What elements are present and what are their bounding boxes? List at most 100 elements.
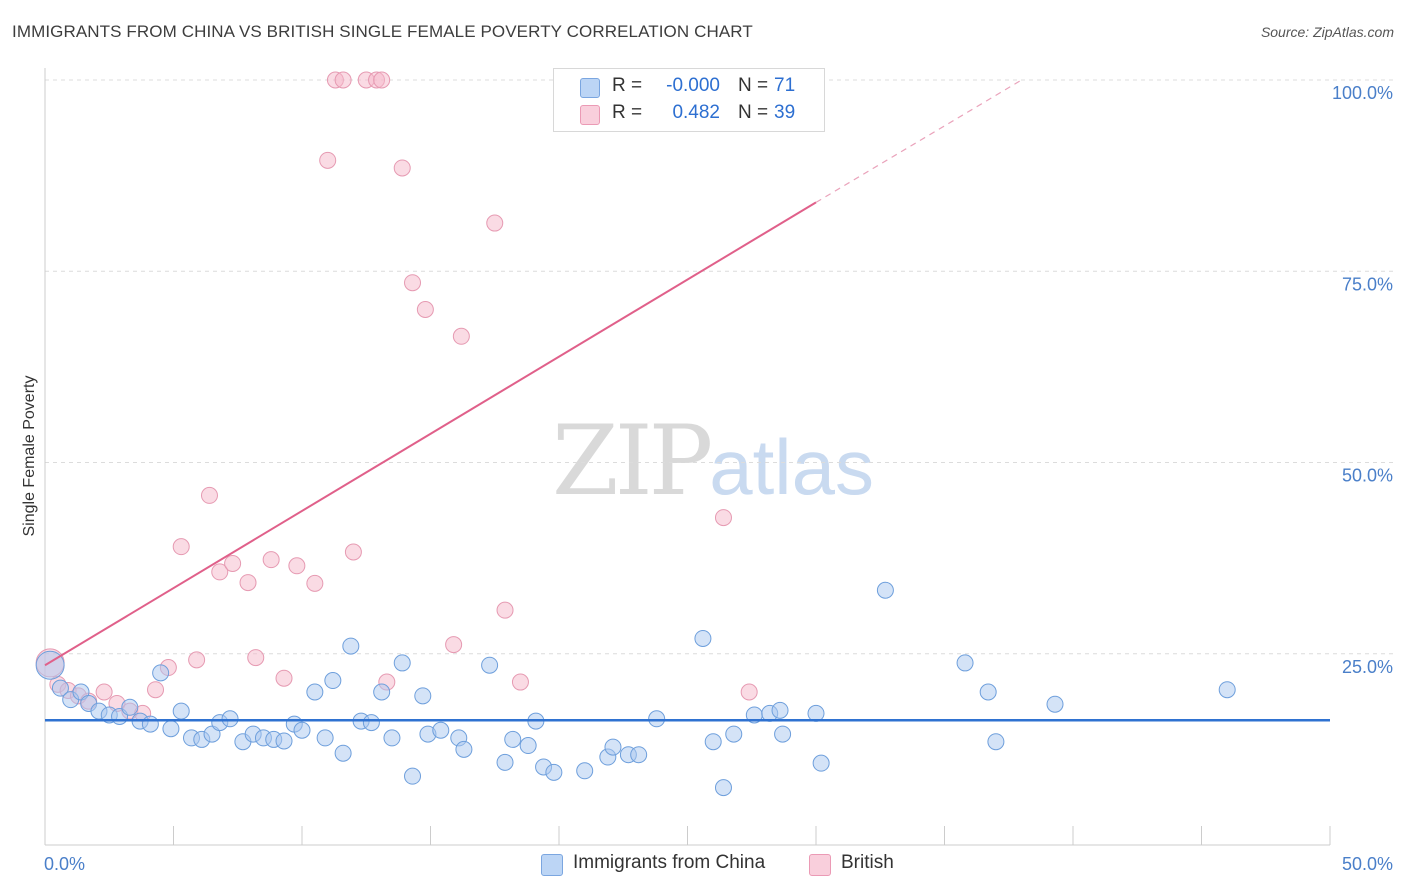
china-point: [725, 725, 743, 743]
british-point: [306, 574, 324, 592]
china-point: [694, 629, 712, 647]
y-axis-label: Single Female Poverty: [21, 376, 38, 537]
china-point: [807, 704, 825, 722]
british-point: [239, 574, 257, 592]
china-point: [704, 733, 722, 751]
british-trend-extension: [815, 79, 1022, 203]
china-point: [630, 746, 648, 764]
british-point: [334, 71, 352, 89]
china-point: [373, 683, 391, 701]
series-swatch-british: [809, 854, 831, 876]
chart-title: IMMIGRANTS FROM CHINA VS BRITISH SINGLE …: [12, 22, 753, 41]
legend-n-value: 71: [774, 75, 796, 96]
china-point: [496, 753, 514, 771]
china-point: [876, 581, 894, 599]
legend-n-value: 39: [774, 102, 796, 123]
axes: [44, 68, 1331, 846]
china-points: [35, 581, 1236, 797]
china-point: [275, 732, 293, 750]
legend-row-china: R = -0.000 N = 71: [554, 73, 824, 101]
china-point: [306, 683, 324, 701]
china-point: [221, 710, 239, 728]
china-point: [771, 701, 789, 719]
china-point: [334, 744, 352, 762]
british-point: [172, 538, 190, 556]
china-point: [432, 721, 450, 739]
british-point: [496, 601, 514, 619]
gridlines: [45, 79, 1393, 655]
china-point: [383, 729, 401, 747]
legend-row-british: R = 0.482 N = 39: [554, 100, 824, 128]
british-point: [188, 651, 206, 669]
british-point: [247, 649, 265, 667]
british-point: [404, 274, 422, 292]
y-tick-label: 25.0%: [1342, 657, 1393, 677]
china-point: [455, 740, 473, 758]
china-point: [812, 754, 830, 772]
series-legend: Immigrants from China British: [0, 852, 1406, 878]
y-tick-label: 50.0%: [1342, 466, 1393, 486]
china-point: [774, 725, 792, 743]
legend-r-label: R =: [612, 75, 643, 96]
china-point: [714, 779, 732, 797]
british-point: [224, 554, 242, 572]
british-point: [95, 683, 113, 701]
china-point: [293, 721, 311, 739]
china-point: [362, 714, 380, 732]
china-point: [152, 664, 170, 682]
china-point: [121, 698, 139, 716]
x-tick-label: 50.0%: [1342, 854, 1393, 874]
british-point: [288, 557, 306, 575]
china-point: [648, 710, 666, 728]
british-point: [452, 327, 470, 345]
china-point: [414, 687, 432, 705]
british-point: [211, 563, 229, 581]
china-point: [604, 738, 622, 756]
british-point: [511, 673, 529, 691]
china-point: [162, 720, 180, 738]
china-point: [51, 679, 69, 697]
legend-r-label: R =: [612, 102, 643, 123]
china-point: [141, 715, 159, 733]
legend-n-label: N =: [738, 75, 769, 96]
axis-labels: 25.0% 50.0% 75.0% 100.0% 0.0% 50.0% Single Fem…: [21, 83, 1393, 874]
legend-swatch-british: [580, 105, 600, 125]
china-point: [504, 730, 522, 748]
china-point: [979, 683, 997, 701]
british-point: [416, 301, 434, 318]
series-swatch-china: [541, 854, 563, 876]
china-point: [481, 656, 499, 674]
british-point: [275, 669, 293, 687]
correlation-legend: R = -0.000 N = 71 R = 0.482 N = 39: [553, 68, 825, 132]
china-point: [1046, 695, 1064, 713]
china-point: [956, 654, 974, 672]
legend-swatch-china: [580, 78, 600, 98]
china-point: [576, 762, 594, 780]
china-point: [342, 637, 360, 655]
source-label: Source: ZipAtlas.com: [1260, 24, 1394, 40]
china-point: [324, 672, 342, 690]
british-point: [393, 159, 411, 177]
british-point: [262, 551, 280, 569]
china-point: [393, 654, 411, 672]
british-trend-line: [44, 201, 817, 667]
british-point: [344, 543, 362, 561]
british-point: [740, 683, 758, 701]
british-points: [35, 71, 758, 722]
british-point: [486, 214, 504, 232]
china-point: [519, 737, 537, 755]
china-point: [316, 729, 334, 747]
y-tick-label: 75.0%: [1342, 274, 1393, 294]
china-point: [987, 733, 1005, 751]
series-label-china: Immigrants from China: [573, 852, 766, 873]
british-point: [373, 71, 391, 89]
british-point: [147, 681, 165, 699]
legend-n-label: N =: [738, 102, 769, 123]
legend-r-value: -0.000: [666, 75, 720, 96]
british-point: [200, 486, 218, 504]
british-point: [319, 151, 337, 169]
y-tick-label: 100.0%: [1332, 83, 1393, 103]
china-point: [404, 767, 422, 785]
series-label-british: British: [841, 852, 894, 873]
